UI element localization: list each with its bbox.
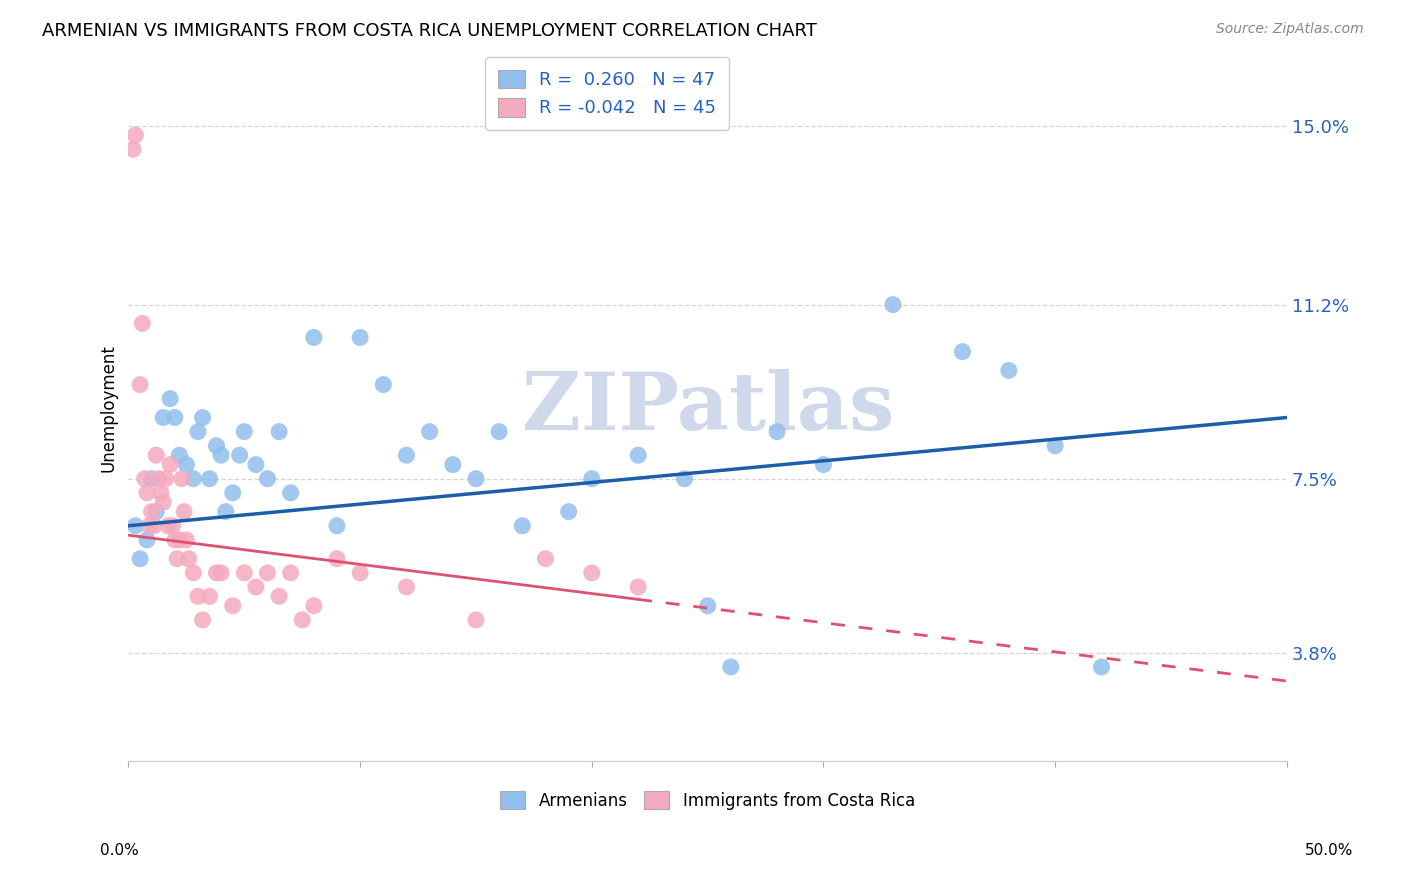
Point [148, 472, 170, 486]
Point [131, 317, 153, 331]
Point [134, 472, 156, 486]
Text: 0.0%: 0.0% [100, 843, 139, 858]
Point [696, 599, 718, 613]
Y-axis label: Unemployment: Unemployment [100, 344, 117, 472]
Point [291, 613, 314, 627]
Point [166, 551, 188, 566]
Text: ZIPatlas: ZIPatlas [522, 369, 894, 447]
Point [373, 377, 395, 392]
Point [302, 599, 325, 613]
Point [124, 518, 146, 533]
Point [173, 505, 195, 519]
Point [488, 425, 510, 439]
Point [198, 472, 221, 486]
Point [177, 551, 200, 566]
Point [162, 518, 184, 533]
Point [187, 425, 209, 439]
Point [280, 485, 302, 500]
Point [998, 363, 1021, 377]
Point [222, 485, 245, 500]
Point [198, 590, 221, 604]
Point [205, 566, 228, 580]
Point [233, 566, 256, 580]
Point [510, 518, 533, 533]
Point [159, 392, 181, 406]
Point [395, 580, 418, 594]
Point [441, 458, 464, 472]
Point [1043, 439, 1066, 453]
Point [267, 590, 290, 604]
Point [122, 142, 145, 156]
Point [191, 613, 214, 627]
Text: Source: ZipAtlas.com: Source: ZipAtlas.com [1216, 22, 1364, 37]
Point [205, 439, 228, 453]
Point [673, 472, 696, 486]
Point [138, 518, 160, 533]
Point [233, 425, 256, 439]
Point [136, 533, 159, 547]
Point [349, 566, 371, 580]
Point [142, 518, 165, 533]
Point [170, 472, 193, 486]
Point [215, 505, 238, 519]
Point [149, 485, 172, 500]
Point [155, 472, 177, 486]
Point [465, 472, 488, 486]
Point [280, 566, 302, 580]
Point [581, 566, 603, 580]
Point [766, 425, 789, 439]
Point [152, 495, 174, 509]
Point [245, 580, 267, 594]
Point [176, 533, 198, 547]
Text: ARMENIAN VS IMMIGRANTS FROM COSTA RICA UNEMPLOYMENT CORRELATION CHART: ARMENIAN VS IMMIGRANTS FROM COSTA RICA U… [42, 22, 817, 40]
Point [183, 472, 205, 486]
Point [581, 472, 603, 486]
Point [326, 518, 349, 533]
Point [124, 128, 146, 143]
Point [163, 533, 186, 547]
Point [222, 599, 245, 613]
Point [145, 448, 167, 462]
Point [136, 485, 159, 500]
Point [176, 458, 198, 472]
Point [256, 472, 278, 486]
Point [169, 448, 191, 462]
Point [627, 580, 650, 594]
Point [129, 377, 152, 392]
Point [267, 425, 290, 439]
Point [191, 410, 214, 425]
Point [557, 505, 579, 519]
Point [1090, 660, 1112, 674]
Point [209, 566, 232, 580]
Point [302, 330, 325, 344]
Point [152, 410, 174, 425]
Point [187, 590, 209, 604]
Point [245, 458, 267, 472]
Point [395, 448, 418, 462]
Point [952, 344, 974, 359]
Point [326, 551, 349, 566]
Point [141, 505, 163, 519]
Point [183, 566, 205, 580]
Point [141, 472, 163, 486]
Point [169, 533, 191, 547]
Point [256, 566, 278, 580]
Point [720, 660, 742, 674]
Point [349, 330, 371, 344]
Point [156, 518, 179, 533]
Point [534, 551, 557, 566]
Point [209, 448, 232, 462]
Point [228, 448, 250, 462]
Point [145, 505, 167, 519]
Point [159, 458, 181, 472]
Point [163, 410, 186, 425]
Point [129, 551, 152, 566]
Text: 50.0%: 50.0% [1305, 843, 1353, 858]
Point [419, 425, 441, 439]
Point [882, 297, 904, 311]
Point [813, 458, 835, 472]
Legend: Armenians, Immigrants from Costa Rica: Armenians, Immigrants from Costa Rica [494, 785, 921, 816]
Point [627, 448, 650, 462]
Point [465, 613, 488, 627]
